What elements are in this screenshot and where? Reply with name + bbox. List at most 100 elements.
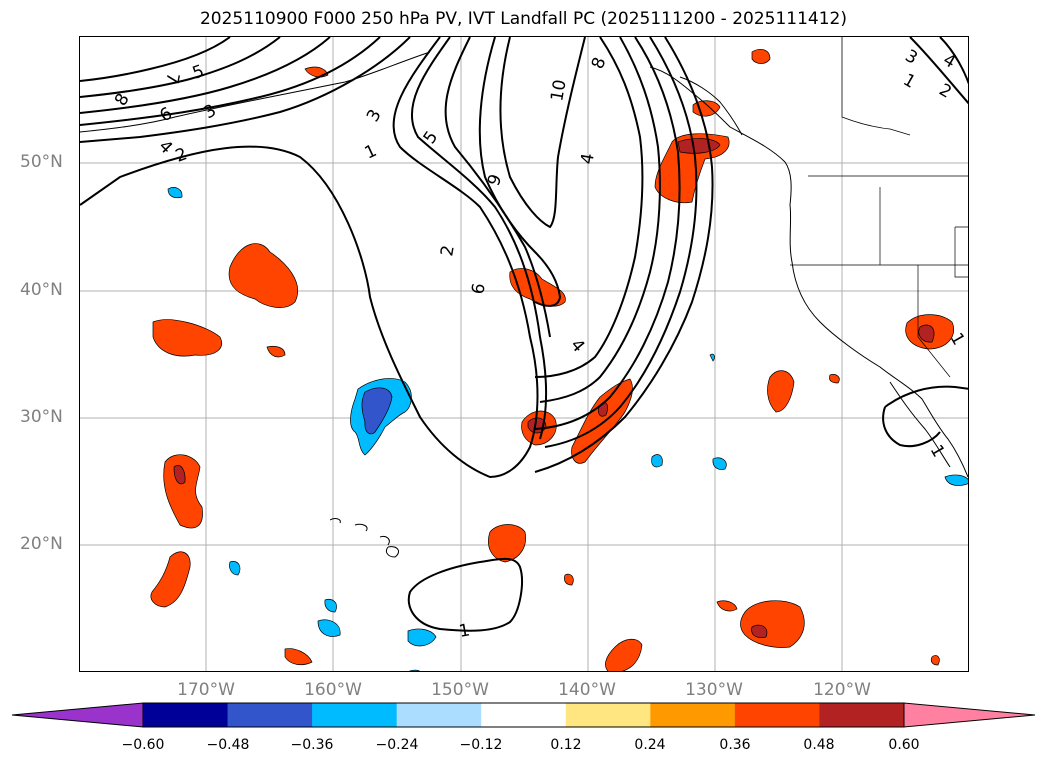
colorbar-segment xyxy=(143,703,229,727)
contour-label: 9 xyxy=(80,74,85,85)
lat-label-20n: 20°N xyxy=(20,534,63,554)
contour-label: 8 xyxy=(588,55,610,72)
ivt-blob xyxy=(751,624,768,638)
colorbar-segment xyxy=(734,703,820,727)
colorbar-segment xyxy=(565,703,651,727)
pv-contours xyxy=(80,37,968,632)
colorbar-tick-label: 0.48 xyxy=(803,737,835,753)
alaska-canada-border xyxy=(841,37,911,136)
lon-label-120w: 120°W xyxy=(813,680,871,700)
ivt-blob xyxy=(751,49,771,64)
contour-label: 7 xyxy=(161,71,183,85)
pv-contour xyxy=(534,37,644,378)
pv-contour xyxy=(80,37,331,114)
ivt-blob xyxy=(228,243,298,308)
pv-contour xyxy=(80,37,381,126)
ivt-blob xyxy=(150,551,191,608)
ivt-blob xyxy=(767,370,795,413)
ivt-blob xyxy=(229,561,241,576)
contour-label: 5 xyxy=(190,61,207,83)
ivt-blob xyxy=(564,573,574,586)
ivt-blob xyxy=(918,324,935,343)
pv-contour xyxy=(534,37,714,473)
ivt-blob xyxy=(408,669,420,671)
ivt-blob xyxy=(605,638,643,671)
ivt-negative-regions xyxy=(167,187,968,671)
graticule xyxy=(80,37,968,671)
coastlines xyxy=(80,51,968,558)
map-title: 2025110900 F000 250 hPa PV, IVT Landfall… xyxy=(199,9,847,29)
contour-label: 3 xyxy=(902,46,921,69)
pv-contour xyxy=(80,37,411,143)
ivt-blob xyxy=(944,474,968,486)
contour-label: 3 xyxy=(201,101,220,124)
pv-contour xyxy=(544,37,698,448)
ivt-blob xyxy=(317,619,341,637)
colorbar-segment xyxy=(819,703,905,727)
colorbar xyxy=(11,702,1036,728)
pv-contour xyxy=(407,557,523,632)
lon-label-130w: 130°W xyxy=(685,680,743,700)
contour-label: 6 xyxy=(157,104,176,127)
contour-label: 5 xyxy=(420,128,443,148)
pv-contour xyxy=(534,37,681,430)
alaska-coast xyxy=(80,51,431,133)
ivt-blob xyxy=(709,353,715,362)
colorbar-tick-label: 0.24 xyxy=(634,737,666,753)
pv-contour xyxy=(882,385,968,448)
pv-contour xyxy=(80,37,231,82)
ivt-blob xyxy=(163,454,203,529)
map-canvas: 1 2 3 4 5 6 7 8 9 3 5 9 2 6 10 8 4 4 1 1… xyxy=(80,37,968,671)
lat-label-50n: 50°N xyxy=(20,152,63,172)
pv-contour xyxy=(410,37,547,440)
north-american-coast xyxy=(649,66,968,478)
colorbar-segment xyxy=(12,703,143,727)
state-border xyxy=(954,226,968,278)
colorbar-segment xyxy=(481,703,567,727)
contour-label: 4 xyxy=(566,335,588,356)
baja-coast xyxy=(889,381,951,468)
contour-label: 9 xyxy=(484,172,506,189)
colorbar-tick-label: 0.60 xyxy=(888,737,920,753)
pv-contour xyxy=(80,37,539,479)
contour-label: 4 xyxy=(154,136,176,158)
pv-contour xyxy=(478,37,562,307)
colorbar-segment xyxy=(650,703,736,727)
ivt-blob xyxy=(712,457,727,470)
colorbar-tick-label: −0.48 xyxy=(206,737,250,753)
lon-label-170w: 170°W xyxy=(177,680,235,700)
ivt-blob xyxy=(152,319,222,357)
ivt-blob xyxy=(571,378,633,464)
hawaii-islands xyxy=(329,518,399,558)
colorbar-tick-label: 0.12 xyxy=(550,737,582,753)
contour-label: 4 xyxy=(577,152,599,166)
contour-label: 4 xyxy=(940,50,959,73)
state-border xyxy=(917,336,951,378)
lon-label-160w: 160°W xyxy=(304,680,362,700)
lat-label-40n: 40°N xyxy=(20,280,63,300)
contour-label: 10 xyxy=(547,78,570,103)
colorbar-tick-label: −0.12 xyxy=(459,737,503,753)
ivt-blob xyxy=(930,655,940,666)
ivt-blob xyxy=(266,345,286,358)
contour-label: 1 xyxy=(457,620,471,642)
political-borders xyxy=(790,37,968,378)
contour-label: 3 xyxy=(363,106,386,125)
colorbar-tick-label: −0.24 xyxy=(375,737,419,753)
ivt-blob xyxy=(716,600,738,612)
contour-label: 6 xyxy=(468,282,490,296)
contour-label: 1 xyxy=(900,70,919,93)
pv-contour xyxy=(539,37,661,403)
ivt-blob xyxy=(407,628,437,647)
colorbar-outline xyxy=(142,702,905,728)
ivt-blob xyxy=(324,598,337,613)
colorbar-segment xyxy=(312,703,398,727)
lon-label-140w: 140°W xyxy=(558,680,616,700)
pv-contour xyxy=(80,37,281,98)
lat-label-30n: 30°N xyxy=(20,407,63,427)
map-panel: 1 2 3 4 5 6 7 8 9 3 5 9 2 6 10 8 4 4 1 1… xyxy=(79,36,969,672)
lon-label-150w: 150°W xyxy=(431,680,489,700)
ivt-blob xyxy=(361,387,393,435)
pv-contour xyxy=(499,37,586,229)
pv-contour xyxy=(909,37,968,105)
